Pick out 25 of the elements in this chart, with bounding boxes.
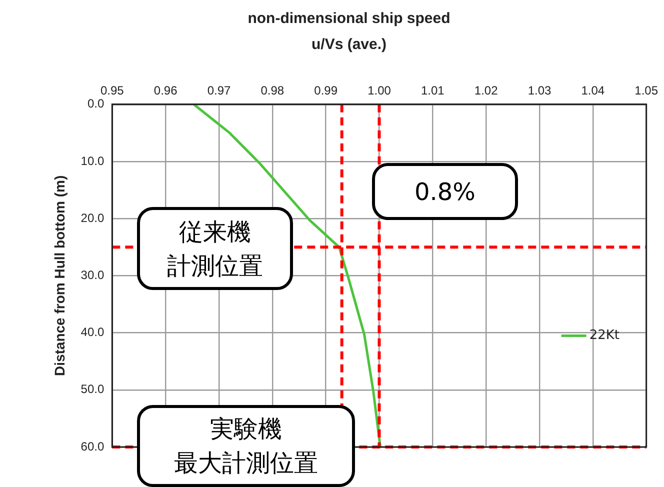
- annotation: 0.8%: [414, 176, 476, 208]
- annotation: 実験機最大計測位置: [173, 414, 319, 479]
- x-tick-label: 1.01: [420, 84, 445, 98]
- y-axis-title: Distance from Hull bottom (m): [51, 175, 68, 376]
- chart-title: non-dimensional ship speed: [248, 10, 450, 28]
- y-tick-label: 20.0: [80, 210, 104, 225]
- x-tick-label: 0.96: [154, 84, 178, 98]
- x-tick-label: 0.97: [207, 84, 231, 98]
- x-tick-label: 1.03: [528, 84, 552, 98]
- x-tick-label: 1.05: [634, 84, 658, 98]
- y-tick-label: 30.0: [80, 268, 104, 282]
- y-tick-label: 10.0: [80, 154, 104, 168]
- annotation: 従来機計測位置: [166, 216, 264, 282]
- y-tick-label: 50.0: [80, 382, 104, 396]
- x-tick-label: 1.00: [368, 84, 392, 98]
- y-tick-label: 40.0: [80, 325, 104, 340]
- x-tick-label: 1.02: [474, 84, 498, 98]
- x-tick-label: 0.99: [314, 84, 338, 98]
- x-tick-label: 0.98: [260, 84, 284, 98]
- legend-label: 22Kt: [589, 328, 620, 344]
- y-tick-label: 60.0: [80, 439, 104, 454]
- x-tick-label: 1.04: [581, 84, 605, 98]
- chart-subtitle: u/Vs (ave.): [311, 36, 387, 54]
- y-tick-label: 0.0: [87, 96, 104, 111]
- x-tick-label: 0.95: [100, 84, 124, 98]
